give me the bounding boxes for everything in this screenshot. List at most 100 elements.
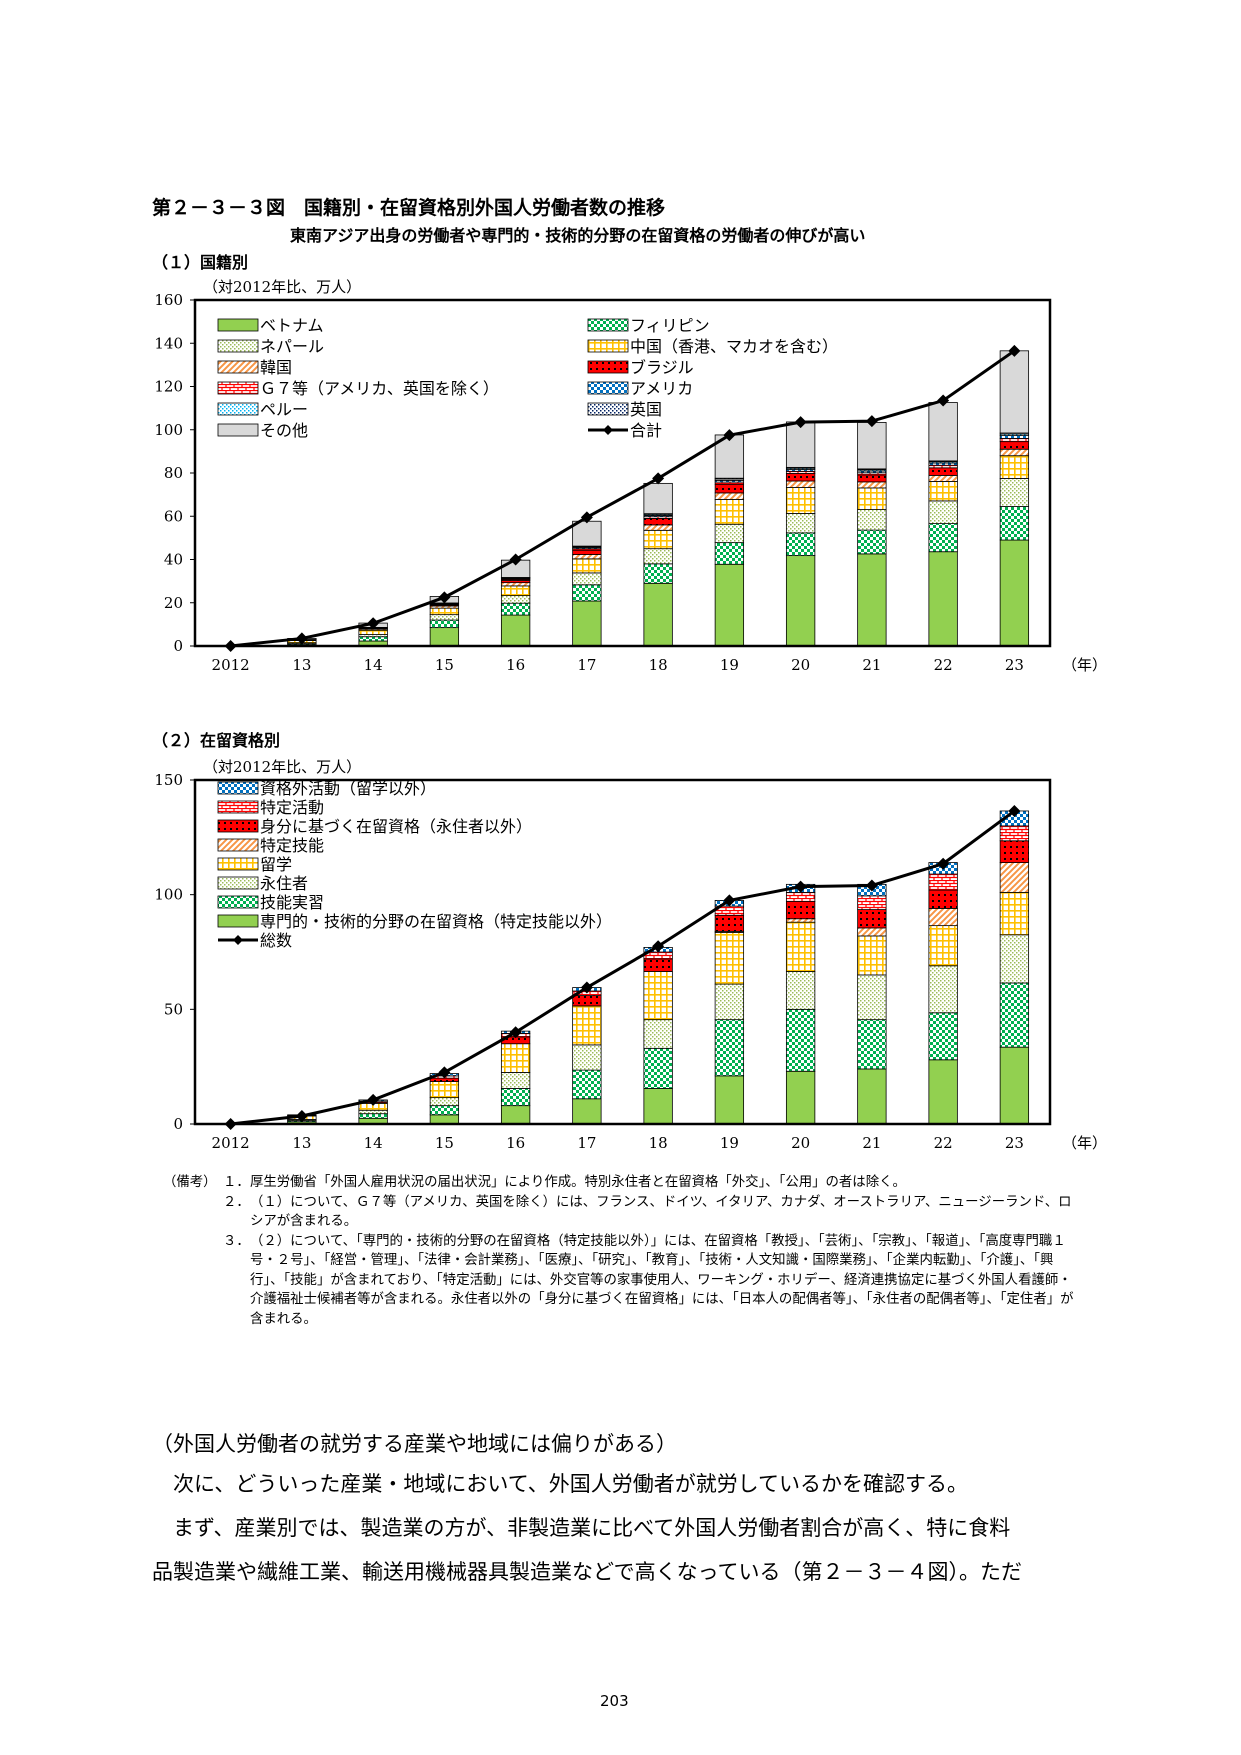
bar-segment [572,1069,602,1100]
x-tick-label: 20 [791,1134,810,1152]
legend-label: フィリピン [630,316,710,335]
bar-segment [928,523,958,553]
total-point [438,1066,451,1079]
bar-segment [785,480,816,488]
bar-segment [999,437,1030,443]
total-point [509,1026,522,1039]
bar-segment [714,983,745,1021]
x-tick-label: 20 [791,656,810,674]
bar-segment [857,895,887,910]
bar-segment [429,1077,460,1082]
total-point [652,940,665,953]
bar-segment [429,619,460,629]
bar-segment [500,1088,531,1107]
total-point [367,617,380,630]
note-text: （２）について、「専門的・技術的分野の在留資格（特定技能以外）」には、在留資格「… [250,1233,1074,1327]
unit-label: （対2012年比、万人） [203,278,361,296]
legend-label: 韓国 [260,358,292,377]
bar-segment [857,421,887,470]
bar-segment [999,982,1030,1048]
bar-segment [429,627,460,647]
body-paragraph: まず、産業別では、製造業の方が、非製造業に比べて外国人労働者割合が高く、特に食料 [152,1516,1011,1540]
bar-segment [714,483,745,494]
body-paragraph: 品製造業や繊維工業、輸送用機械器具製造業などで高くなっている（第２－３－４図）。… [152,1560,1023,1584]
legend-swatch [217,402,259,416]
y-tick-label: 80 [164,464,183,482]
bar-segment [643,563,673,584]
x-tick-label: 16 [506,1134,525,1152]
bar-segment [714,1019,745,1077]
legend-swatch [587,402,629,416]
bar-segment [999,862,1030,893]
legend-label: 留学 [260,855,292,874]
x-tick-label: 16 [506,656,525,674]
total-point [1008,344,1021,357]
bar-segment [785,918,816,923]
legend-label: ベトナム [260,316,324,335]
bar-segment [857,1019,887,1070]
bar-segment [643,529,673,550]
legend-swatch [587,339,629,353]
bar-segment [572,554,602,560]
legend-label: 資格外活動（留学以外） [260,779,436,798]
legend-label: 総数 [260,931,292,950]
bar-segment [785,971,816,1010]
bar-segment [643,524,673,531]
bar-segment [500,614,531,647]
legend-label: 専門的・技術的分野の在留資格（特定技能以外） [260,912,612,931]
bar-segment [572,995,602,1007]
legend-label: 特定技能 [260,836,324,855]
legend-label: 技能実習 [260,893,324,912]
legend-label: その他 [260,421,308,440]
bar-segment [643,958,673,972]
bar-segment [714,563,745,647]
bar-segment [857,474,887,483]
bar-segment [785,901,816,920]
x-tick-label: 22 [934,656,953,674]
bar-segment [857,553,887,647]
bar-segment [714,1075,745,1125]
bar-segment [857,481,887,489]
bar-segment [572,584,602,602]
bar-segment [572,1044,602,1071]
bar-segment [714,523,745,544]
y-tick-label: 60 [164,507,183,525]
bar-segment [928,908,958,927]
legend-marker [233,935,243,945]
total-point [723,894,736,907]
bar-segment [999,506,1030,541]
bar-segment [714,492,745,500]
legend-swatch [587,318,629,332]
bar-segment [928,481,958,502]
bar-segment [500,1071,531,1089]
total-line [230,349,1016,648]
chart2-section-title: （２）在留資格別 [152,731,281,750]
bar-segment [999,934,1030,984]
bar-segment [857,909,887,929]
y-tick-label: 150 [154,771,183,789]
note-text: （１）について、Ｇ７等（アメリカ、英国を除く）には、フランス、ドイツ、イタリア、… [250,1194,1072,1230]
legend-swatch [217,360,259,374]
bar-segment [500,1043,531,1073]
legend-label: 永住者 [260,874,308,893]
bar-segment [429,614,460,621]
y-tick-label: 50 [164,1000,183,1018]
total-point [794,416,807,429]
body-paragraph: 次に、どういった産業・地域において、外国人労働者が就労しているかを確認する。 [152,1472,969,1496]
legend-swatch [217,914,259,928]
bar-segment [857,487,887,510]
notes: （備考） １． 厚生労働省「外国人雇用状況の届出状況」により作成。特別永住者と在… [163,1173,1080,1329]
bar-segment [714,498,745,525]
bar-segment [500,602,531,616]
chart1-section-title: （１）国籍別 [152,253,249,272]
bar-segment [429,1114,460,1125]
legend-swatch [217,423,259,437]
legend-swatch [217,381,259,395]
note-number: ３． [223,1233,250,1249]
bar-segment [999,539,1030,647]
note-item: ３． （２）について、「専門的・技術的分野の在留資格（特定技能以外）」には、在留… [163,1232,1080,1330]
bar-segment [572,572,602,586]
bar-segment [999,441,1030,450]
total-point [509,553,522,566]
legend-label: 中国（香港、マカオを含む） [630,337,838,356]
